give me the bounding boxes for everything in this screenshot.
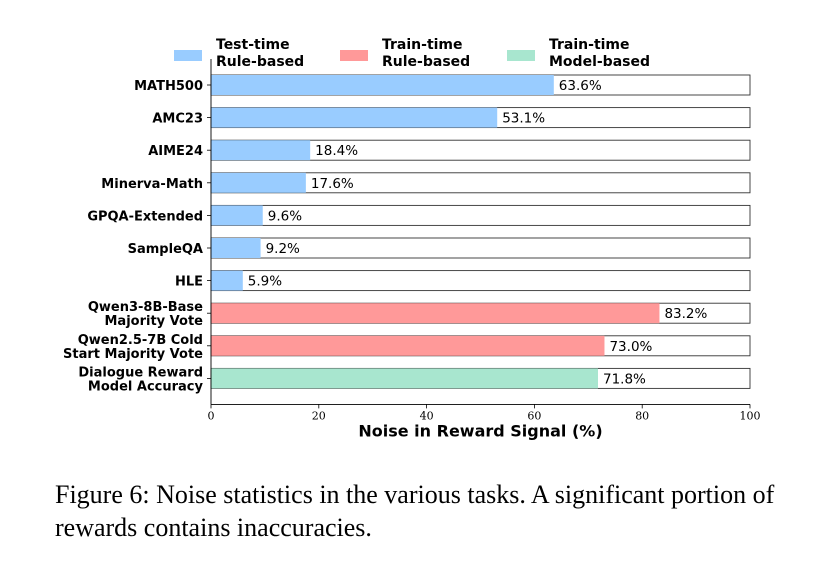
value-label: 9.6% [268, 208, 302, 224]
axes: 0 20 40 60 80 100 [207, 59, 761, 422]
legend-label: Train-time Model-based [549, 37, 650, 70]
x-tick-label: 100 [740, 409, 761, 422]
category-label: GPQA-Extended [87, 209, 203, 224]
legend: Test-time Rule-based Train-time Rule-based T… [174, 37, 650, 70]
legend-label: Train-time Rule-based [382, 37, 470, 70]
bar [211, 75, 554, 95]
legend-swatch [340, 50, 368, 61]
category-label: HLE [175, 275, 203, 290]
bar [211, 303, 660, 324]
figure-caption: Figure 6: Noise statistics in the variou… [55, 480, 775, 542]
category-label: Dialogue Reward Model Accuracy [78, 365, 203, 394]
bar [211, 335, 605, 356]
category-label: Minerva-Math [101, 177, 203, 192]
bar [211, 368, 599, 389]
value-label: 17.6% [311, 176, 354, 192]
x-tick-label: 80 [635, 409, 649, 422]
x-tick-label: 40 [420, 409, 434, 422]
bar [211, 172, 306, 193]
value-label: 53.1% [502, 111, 545, 127]
category-label: Qwen3-8B-Base Majority Vote [88, 300, 203, 329]
category-label: SampleQA [128, 242, 203, 257]
category-label: AIME24 [148, 144, 203, 159]
value-label: 63.6% [559, 78, 602, 94]
category-label: Qwen2.5-7B Cold Start Majority Vote [63, 333, 203, 362]
legend-swatch [174, 50, 202, 61]
value-label: 9.2% [266, 241, 300, 257]
value-label: 73.0% [609, 339, 652, 355]
bar [211, 140, 311, 161]
category-label: MATH500 [134, 79, 203, 94]
x-tick-label: 60 [527, 409, 541, 422]
bar [211, 238, 261, 258]
y-axis-labels: MATH500 AMC23 AIME24 Minerva-Math GPQA-Exten… [63, 79, 204, 394]
value-label: 5.9% [248, 274, 282, 290]
legend-swatch [507, 50, 535, 61]
bar [211, 205, 263, 226]
noise-bar-chart: Test-time Rule-based Train-time Rule-based T… [63, 37, 761, 440]
x-tick-label: 0 [208, 409, 215, 422]
x-tick-label: 20 [312, 409, 326, 422]
value-label: 71.8% [603, 371, 646, 387]
bar [211, 270, 243, 291]
x-axis-label: Noise in Reward Signal (%) [358, 421, 602, 440]
bar [211, 107, 498, 128]
value-labels: 63.6% 53.1% 18.4% 17.6% 9.6% 9.2% 5.9% 83.2% 73.… [248, 78, 708, 387]
category-label: AMC23 [152, 112, 203, 127]
background-bar [210, 270, 751, 292]
legend-label: Test-time Rule-based [216, 37, 304, 70]
bars [211, 75, 660, 389]
value-label: 83.2% [664, 306, 707, 322]
value-label: 18.4% [315, 143, 358, 159]
